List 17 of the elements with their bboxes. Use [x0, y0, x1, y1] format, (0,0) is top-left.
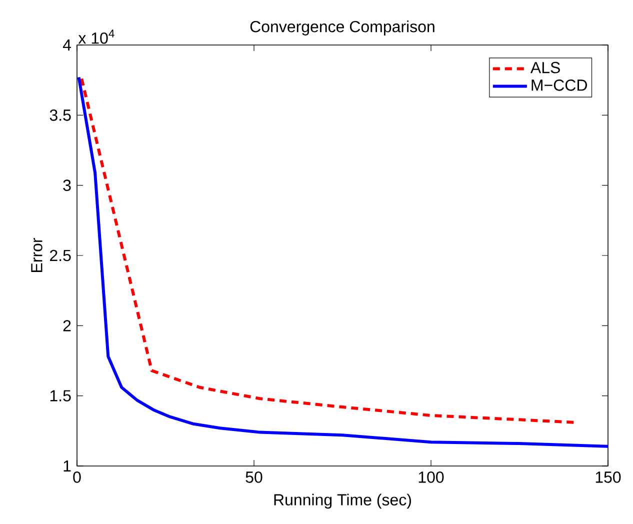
y-tick-label: 3.5	[50, 110, 71, 121]
x-tick-label: 100	[418, 472, 444, 483]
y-tick-label: 1	[64, 460, 71, 472]
y-axis-title: Error	[31, 238, 42, 272]
y-tick-label: 1.5	[50, 390, 71, 402]
x-tick-label: 50	[246, 472, 262, 483]
y-tick-label: 2.5	[50, 250, 71, 262]
x-tick-label: 0	[73, 472, 81, 483]
x-tick-label: 150	[596, 472, 621, 483]
text: x 10$^{4}$	[78, 30, 114, 44]
x-axis-title: Running Time (sec)	[274, 494, 411, 509]
legend-label: ALS	[530, 62, 560, 74]
y-tick-label: 4	[62, 39, 71, 50]
legend-label: M−CCD	[532, 80, 587, 91]
chart-title: Convergence Comparison	[250, 20, 434, 36]
y-tick-label: 3	[63, 180, 71, 191]
y-tick-label: 2	[63, 320, 71, 332]
